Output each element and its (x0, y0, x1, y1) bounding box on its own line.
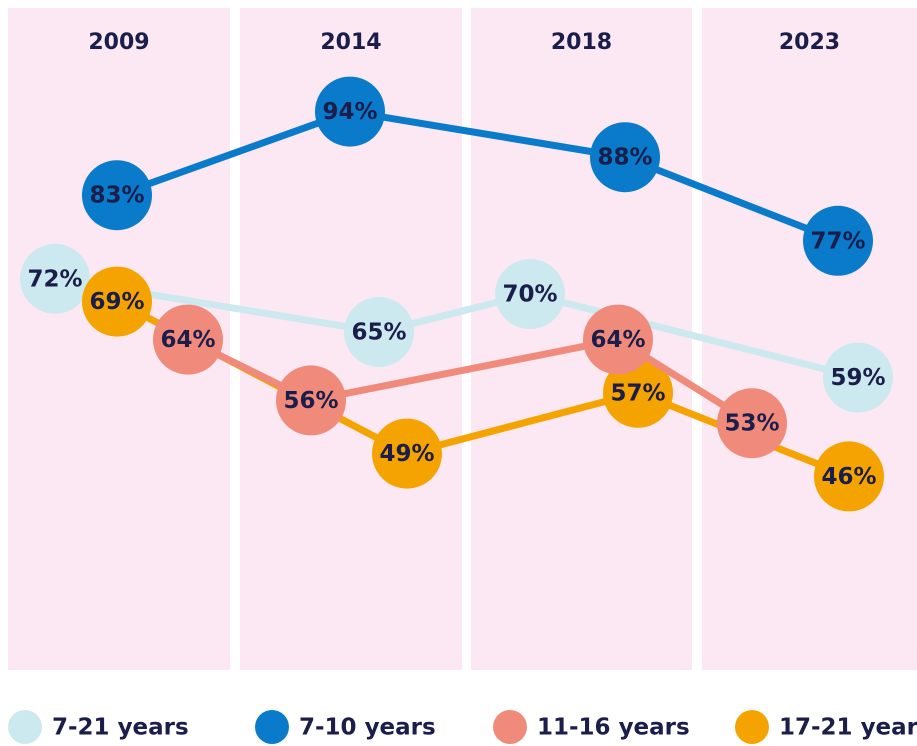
data-point (717, 388, 787, 459)
data-point (603, 357, 673, 428)
data-label: 64% (160, 327, 215, 353)
data-point (583, 304, 653, 375)
x-tick-label: 2014 (320, 30, 381, 55)
data-label: 77% (810, 228, 865, 254)
legend-marker (8, 710, 42, 744)
data-label: 46% (821, 464, 876, 490)
data-label: 94% (322, 99, 377, 125)
data-point (814, 441, 884, 512)
data-point (372, 418, 442, 489)
data-label: 49% (379, 441, 434, 467)
data-label: 64% (590, 327, 645, 353)
data-point (276, 365, 346, 436)
data-label: 70% (502, 282, 557, 308)
x-tick-label: 2018 (551, 30, 612, 55)
series-line (186, 335, 754, 427)
data-label: 88% (597, 145, 652, 171)
legend-label: 7-21 years (52, 715, 189, 741)
series-line (54, 275, 859, 381)
data-label: 83% (89, 183, 144, 209)
data-point (803, 205, 873, 276)
data-label: 56% (283, 388, 338, 414)
data-point (344, 297, 414, 367)
x-tick-label: 2009 (88, 30, 149, 55)
data-point (20, 243, 90, 314)
data-point (495, 259, 565, 329)
data-label: 72% (27, 266, 82, 292)
data-label: 59% (830, 365, 885, 391)
data-point (823, 342, 893, 413)
panel (471, 8, 692, 670)
data-point (82, 266, 152, 337)
series-line (115, 107, 840, 245)
data-point (590, 122, 660, 193)
data-point (82, 160, 152, 231)
legend-label: 17-21 years (779, 715, 917, 741)
data-label: 53% (724, 411, 779, 437)
legend-marker (735, 710, 769, 744)
x-tick-label: 2023 (779, 30, 840, 55)
data-point (315, 76, 385, 147)
panel (702, 8, 917, 670)
data-point (153, 304, 223, 375)
legend-label: 7-10 years (299, 715, 436, 741)
legend-marker (493, 710, 527, 744)
data-label: 57% (610, 380, 665, 406)
data-label: 65% (351, 320, 406, 346)
data-label: 69% (89, 289, 144, 315)
legend-label: 11-16 years (537, 715, 690, 741)
legend-marker (255, 710, 289, 744)
